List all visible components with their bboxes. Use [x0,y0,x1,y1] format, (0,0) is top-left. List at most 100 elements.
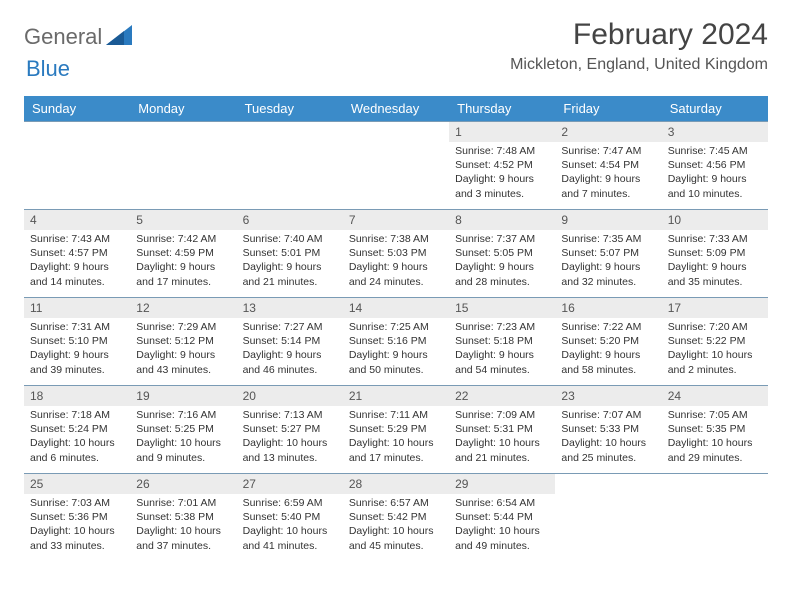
sunset-text: Sunset: 4:57 PM [30,246,124,260]
day-info: Sunrise: 7:05 AMSunset: 5:35 PMDaylight:… [662,406,768,469]
day-number: 29 [449,474,555,494]
sunset-text: Sunset: 5:16 PM [349,334,443,348]
sunset-text: Sunset: 5:42 PM [349,510,443,524]
daylight-line2: and 17 minutes. [349,451,443,465]
daylight-line2: and 39 minutes. [30,363,124,377]
sunset-text: Sunset: 5:25 PM [136,422,230,436]
daylight-line2: and 14 minutes. [30,275,124,289]
calendar-table: Sunday Monday Tuesday Wednesday Thursday… [24,96,768,562]
calendar-day-cell: 13Sunrise: 7:27 AMSunset: 5:14 PMDayligh… [237,298,343,386]
daylight-line1: Daylight: 10 hours [668,348,762,362]
day-info: Sunrise: 7:20 AMSunset: 5:22 PMDaylight:… [662,318,768,381]
sunset-text: Sunset: 5:18 PM [455,334,549,348]
day-info: Sunrise: 7:16 AMSunset: 5:25 PMDaylight:… [130,406,236,469]
day-info: Sunrise: 7:27 AMSunset: 5:14 PMDaylight:… [237,318,343,381]
sunrise-text: Sunrise: 7:05 AM [668,408,762,422]
sunset-text: Sunset: 5:40 PM [243,510,337,524]
day-number: 12 [130,298,236,318]
daylight-line2: and 10 minutes. [668,187,762,201]
calendar-day-cell [130,122,236,210]
daylight-line1: Daylight: 10 hours [349,524,443,538]
day-info: Sunrise: 7:40 AMSunset: 5:01 PMDaylight:… [237,230,343,293]
sunrise-text: Sunrise: 7:38 AM [349,232,443,246]
day-info: Sunrise: 7:45 AMSunset: 4:56 PMDaylight:… [662,142,768,205]
daylight-line2: and 25 minutes. [561,451,655,465]
daylight-line2: and 28 minutes. [455,275,549,289]
sunrise-text: Sunrise: 7:29 AM [136,320,230,334]
calendar-day-cell: 10Sunrise: 7:33 AMSunset: 5:09 PMDayligh… [662,210,768,298]
sunset-text: Sunset: 4:54 PM [561,158,655,172]
sunset-text: Sunset: 5:14 PM [243,334,337,348]
daylight-line2: and 43 minutes. [136,363,230,377]
sunrise-text: Sunrise: 7:20 AM [668,320,762,334]
weekday-header: Sunday [24,96,130,122]
day-number: 26 [130,474,236,494]
sunrise-text: Sunrise: 7:03 AM [30,496,124,510]
daylight-line1: Daylight: 9 hours [561,172,655,186]
daylight-line2: and 32 minutes. [561,275,655,289]
sunrise-text: Sunrise: 7:48 AM [455,144,549,158]
day-number: 25 [24,474,130,494]
weekday-header: Wednesday [343,96,449,122]
day-number: 6 [237,210,343,230]
sunrise-text: Sunrise: 7:16 AM [136,408,230,422]
brand-text-general: General [24,24,102,50]
calendar-day-cell: 29Sunrise: 6:54 AMSunset: 5:44 PMDayligh… [449,474,555,562]
calendar-week-row: 25Sunrise: 7:03 AMSunset: 5:36 PMDayligh… [24,474,768,562]
day-info: Sunrise: 7:03 AMSunset: 5:36 PMDaylight:… [24,494,130,557]
sunrise-text: Sunrise: 7:07 AM [561,408,655,422]
weekday-header: Monday [130,96,236,122]
daylight-line1: Daylight: 10 hours [668,436,762,450]
weekday-header: Saturday [662,96,768,122]
day-info: Sunrise: 7:18 AMSunset: 5:24 PMDaylight:… [24,406,130,469]
calendar-day-cell: 3Sunrise: 7:45 AMSunset: 4:56 PMDaylight… [662,122,768,210]
daylight-line2: and 24 minutes. [349,275,443,289]
weekday-header: Tuesday [237,96,343,122]
day-number: 16 [555,298,661,318]
daylight-line1: Daylight: 9 hours [561,348,655,362]
sunset-text: Sunset: 4:56 PM [668,158,762,172]
month-title: February 2024 [510,18,768,52]
calendar-day-cell: 8Sunrise: 7:37 AMSunset: 5:05 PMDaylight… [449,210,555,298]
sunrise-text: Sunrise: 7:47 AM [561,144,655,158]
sunrise-text: Sunrise: 7:42 AM [136,232,230,246]
day-info: Sunrise: 7:37 AMSunset: 5:05 PMDaylight:… [449,230,555,293]
sunset-text: Sunset: 5:35 PM [668,422,762,436]
sunrise-text: Sunrise: 6:54 AM [455,496,549,510]
daylight-line2: and 21 minutes. [243,275,337,289]
sunrise-text: Sunrise: 7:23 AM [455,320,549,334]
calendar-day-cell: 5Sunrise: 7:42 AMSunset: 4:59 PMDaylight… [130,210,236,298]
sunrise-text: Sunrise: 7:43 AM [30,232,124,246]
sunrise-text: Sunrise: 7:27 AM [243,320,337,334]
daylight-line1: Daylight: 9 hours [136,348,230,362]
day-number: 10 [662,210,768,230]
sunset-text: Sunset: 5:09 PM [668,246,762,260]
daylight-line1: Daylight: 10 hours [136,436,230,450]
calendar-week-row: 11Sunrise: 7:31 AMSunset: 5:10 PMDayligh… [24,298,768,386]
calendar-day-cell [343,122,449,210]
day-info: Sunrise: 6:54 AMSunset: 5:44 PMDaylight:… [449,494,555,557]
day-number: 24 [662,386,768,406]
daylight-line1: Daylight: 9 hours [349,260,443,274]
weekday-header: Friday [555,96,661,122]
calendar-day-cell: 16Sunrise: 7:22 AMSunset: 5:20 PMDayligh… [555,298,661,386]
day-info: Sunrise: 7:11 AMSunset: 5:29 PMDaylight:… [343,406,449,469]
daylight-line1: Daylight: 9 hours [30,348,124,362]
daylight-line1: Daylight: 9 hours [455,260,549,274]
daylight-line2: and 54 minutes. [455,363,549,377]
daylight-line1: Daylight: 9 hours [668,260,762,274]
daylight-line2: and 2 minutes. [668,363,762,377]
calendar-week-row: 18Sunrise: 7:18 AMSunset: 5:24 PMDayligh… [24,386,768,474]
day-info: Sunrise: 7:31 AMSunset: 5:10 PMDaylight:… [24,318,130,381]
day-number: 1 [449,122,555,142]
day-info: Sunrise: 7:42 AMSunset: 4:59 PMDaylight:… [130,230,236,293]
day-number: 22 [449,386,555,406]
sunrise-text: Sunrise: 7:37 AM [455,232,549,246]
sunset-text: Sunset: 5:22 PM [668,334,762,348]
brand-logo: General [24,24,108,50]
daylight-line2: and 6 minutes. [30,451,124,465]
calendar-day-cell: 9Sunrise: 7:35 AMSunset: 5:07 PMDaylight… [555,210,661,298]
location-text: Mickleton, England, United Kingdom [510,56,768,74]
daylight-line1: Daylight: 9 hours [668,172,762,186]
sunrise-text: Sunrise: 6:59 AM [243,496,337,510]
